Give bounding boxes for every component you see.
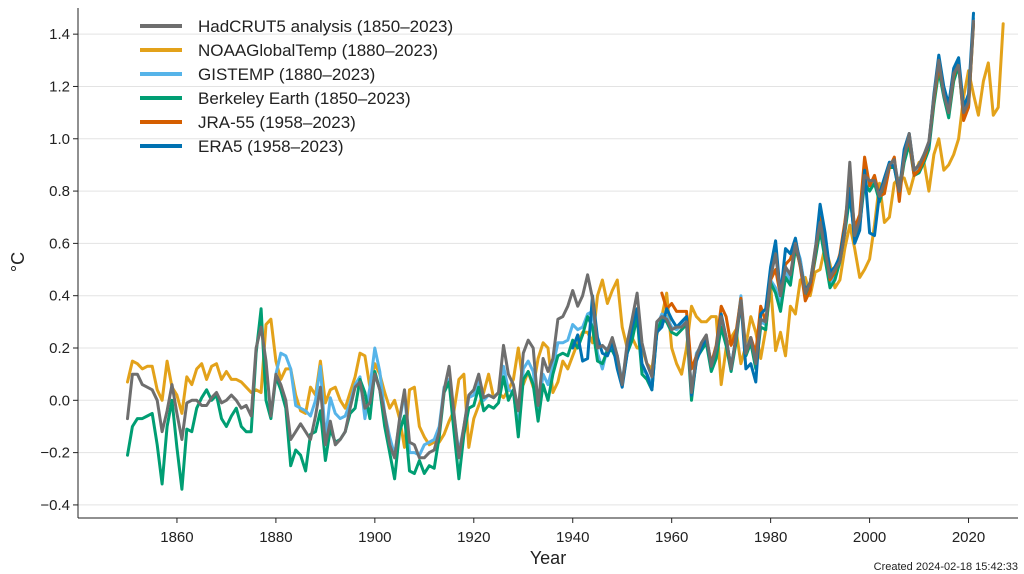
legend-label: ERA5 (1958–2023) (198, 137, 344, 156)
x-axis-title: Year (530, 548, 566, 568)
series-line (660, 22, 975, 371)
y-tick-label: 0.6 (49, 235, 70, 252)
y-tick-label: 0.8 (49, 183, 70, 200)
legend-label: GISTEMP (1880–2023) (198, 65, 375, 84)
series-line (126, 22, 1005, 449)
axes: −0.4 −0.2 0.0 0.2 0.4 0.6 0.8 1.0 1.2 1.4 1860 1880… (40, 8, 1018, 546)
y-tick-label: 1.4 (49, 26, 70, 43)
series-line (126, 22, 975, 491)
y-axis-title: °C (8, 252, 28, 272)
y-tick-label: 1.2 (49, 78, 70, 95)
legend-label: JRA-55 (1958–2023) (198, 113, 356, 132)
legend-label: HadCRUT5 analysis (1850–2023) (198, 17, 453, 36)
y-tick-label: 1.0 (49, 131, 70, 148)
y-tick-label: −0.2 (40, 445, 70, 462)
legend: HadCRUT5 analysis (1850–2023) NOAAGlobalT… (140, 17, 453, 156)
created-timestamp: Created 2024-02-18 15:42:33 (874, 561, 1018, 573)
legend-label: NOAAGlobalTemp (1880–2023) (198, 41, 438, 60)
x-tick-label: 1960 (655, 529, 688, 546)
x-tick-label: 2020 (952, 529, 985, 546)
series-line (126, 19, 975, 460)
y-tick-label: −0.4 (40, 497, 70, 514)
x-tick-label: 1860 (160, 529, 193, 546)
y-tick-label: 0.2 (49, 340, 70, 357)
x-tick-label: 1900 (358, 529, 391, 546)
x-tick-label: 1920 (457, 529, 490, 546)
y-tick-label: 0.0 (49, 392, 70, 409)
x-tick-label: 1940 (556, 529, 589, 546)
x-tick-label: 1980 (754, 529, 787, 546)
y-tick-label: 0.4 (49, 288, 70, 305)
legend-label: Berkeley Earth (1850–2023) (198, 89, 411, 108)
series-lines (126, 11, 1005, 491)
x-tick-label: 1880 (259, 529, 292, 546)
x-tick-label: 2000 (853, 529, 886, 546)
